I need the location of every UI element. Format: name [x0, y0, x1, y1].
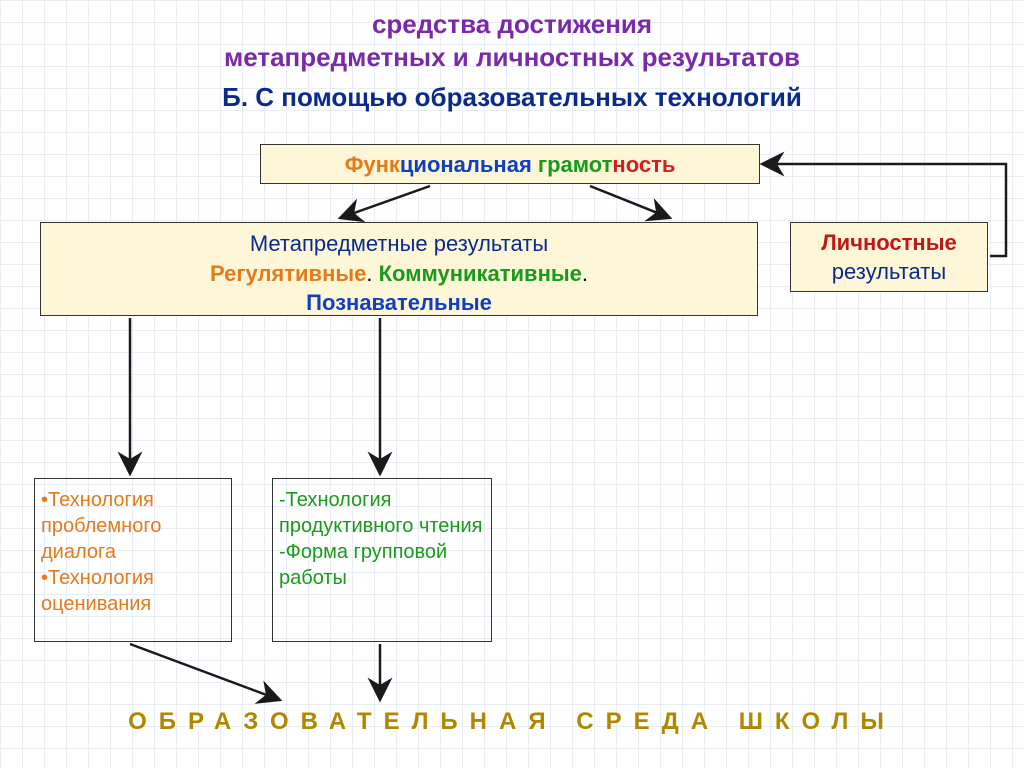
footer-w1: ОБРАЗОВАТЕЛЬНАЯ [128, 708, 557, 735]
meta-line1: Метапредметные результаты [250, 231, 548, 256]
tech1-text1: Технология проблемного диалога [41, 489, 161, 563]
tech-box-dialogue: •Технология проблемного диалога •Техноло… [34, 478, 232, 642]
meta-dot2: . [582, 261, 588, 286]
bullet1: • [41, 489, 48, 511]
meta-results-box: Метапредметные результаты Регулятивные. … [40, 222, 758, 316]
topbox-w4: ность [612, 152, 675, 177]
tech2-text2: -Форма групповой работы [279, 541, 447, 589]
main-title: средства достижения метапредметных и лич… [0, 8, 1024, 73]
title-line2: метапредметных и личностных результатов [224, 42, 800, 72]
bullet2: • [41, 567, 48, 589]
footer-w3: ШКОЛЫ [739, 708, 896, 735]
subtitle: Б. С помощью образовательных технологий [0, 82, 1024, 113]
tech1-text2: Технология оценивания [41, 567, 154, 615]
footer-env: ОБРАЗОВАТЕЛЬНАЯ СРЕДА ШКОЛЫ [0, 708, 1024, 736]
pers-line1: Личностные [821, 230, 957, 255]
personal-results-box: Личностные результаты [790, 222, 988, 292]
subtitle-text: Б. С помощью образовательных технологий [222, 82, 802, 112]
meta-reg: Регулятивные [210, 261, 366, 286]
meta-kom: Коммуникативные [379, 261, 582, 286]
footer-w2: СРЕДА [576, 708, 720, 735]
tech2-text1: -Технология продуктивного чтения [279, 489, 482, 537]
tech-box-reading: -Технология продуктивного чтения -Форма … [272, 478, 492, 642]
topbox-w1: Функ [345, 152, 400, 177]
title-line1: средства достижения [372, 9, 652, 39]
meta-dot1: . [366, 261, 378, 286]
pers-line2: результаты [832, 259, 946, 284]
topbox-w2: циональная [400, 152, 532, 177]
topbox-w3: грамот [538, 152, 613, 177]
meta-poz: Познавательные [306, 290, 492, 315]
functional-literacy-box: Функциональная грамотность [260, 144, 760, 184]
slide-root: средства достижения метапредметных и лич… [0, 0, 1024, 768]
arrows-layer [0, 0, 1024, 768]
